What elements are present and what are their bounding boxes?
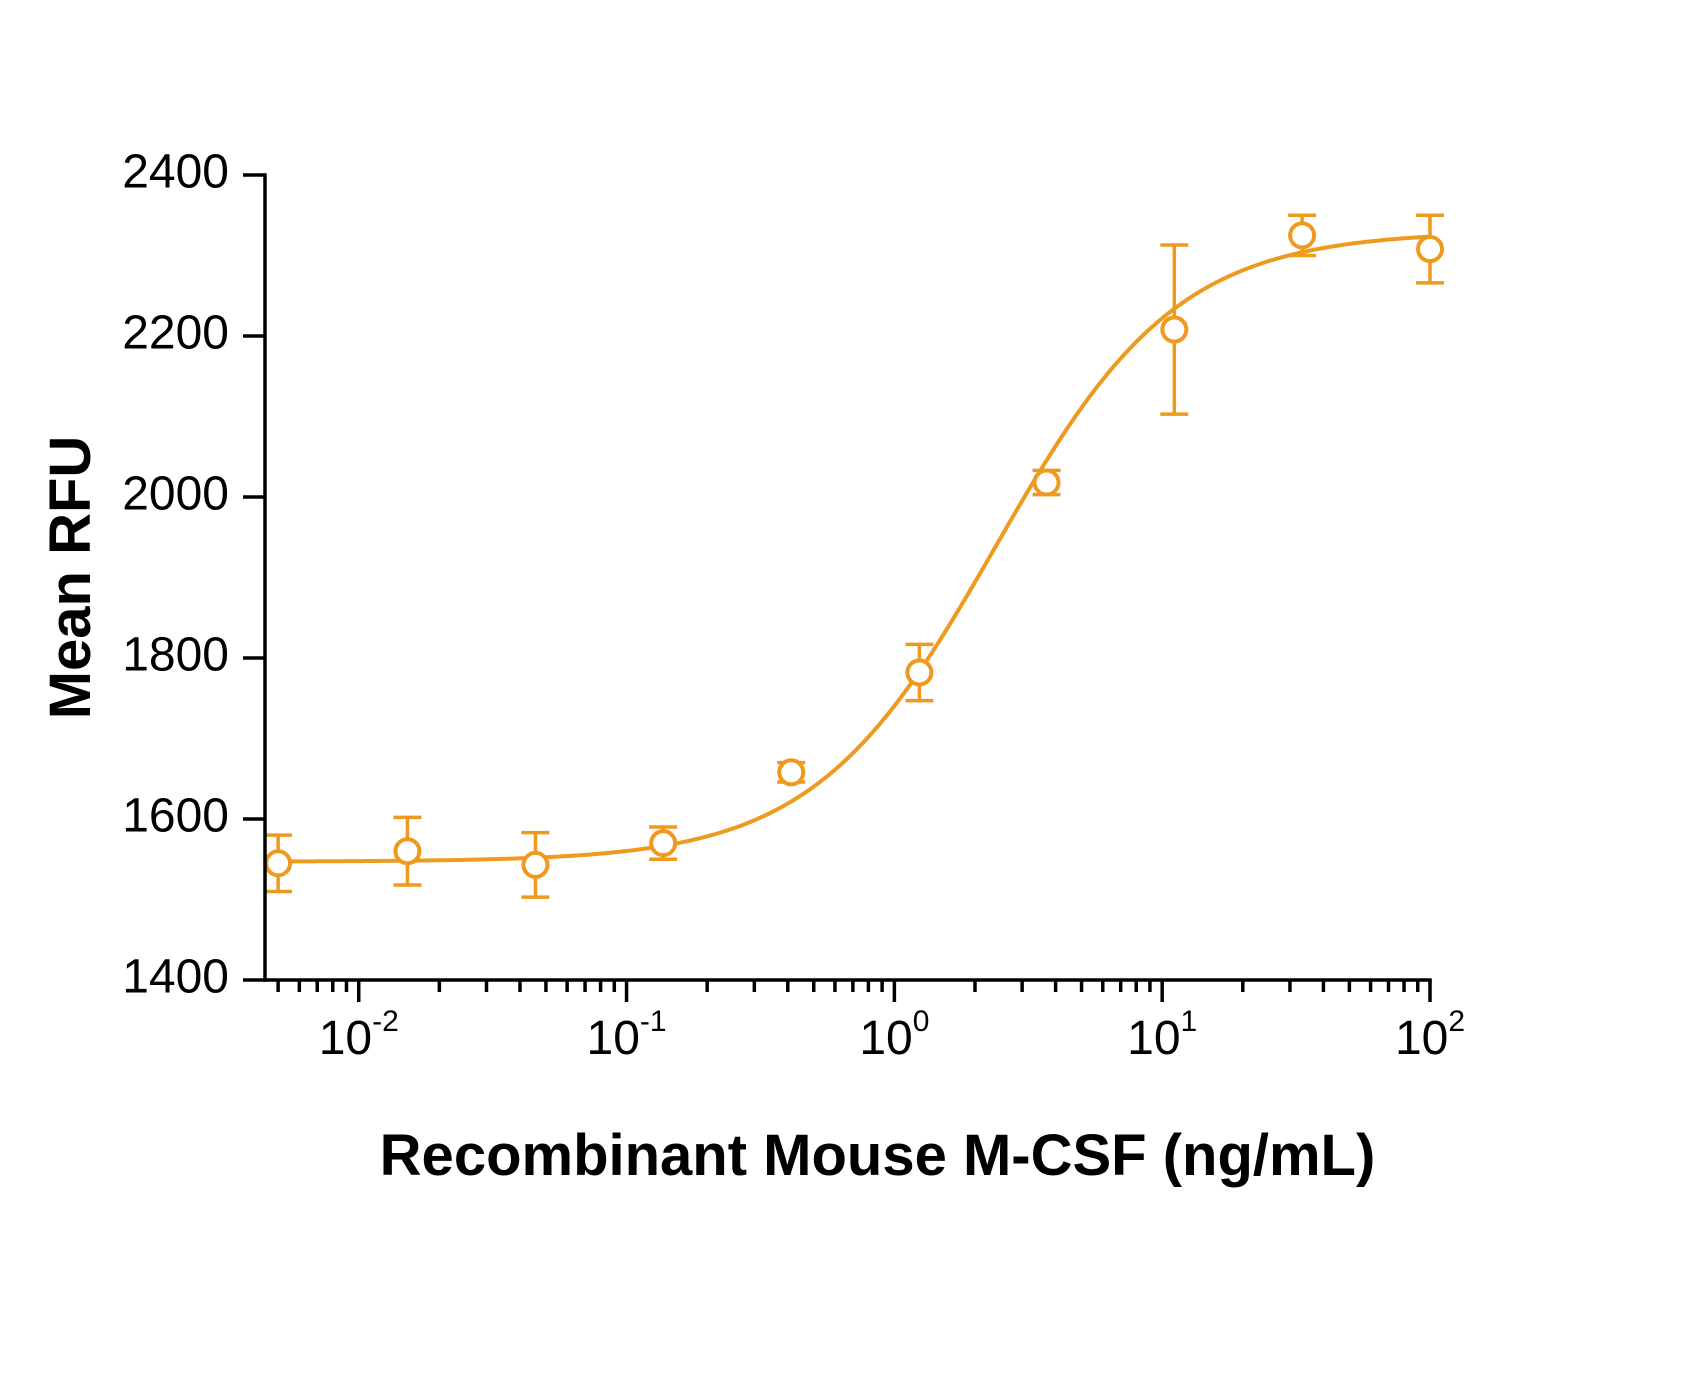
- dose-response-chart: 14001600180020002200240010-210-110010110…: [0, 0, 1698, 1377]
- data-point: [1290, 223, 1314, 247]
- data-point: [651, 831, 675, 855]
- y-tick-label: 1800: [122, 629, 229, 682]
- y-tick-label: 2000: [122, 468, 229, 521]
- y-tick-label: 1400: [122, 951, 229, 1004]
- data-point: [779, 760, 803, 784]
- y-tick-label: 2200: [122, 307, 229, 360]
- data-point: [1162, 318, 1186, 342]
- data-point: [266, 851, 290, 875]
- x-axis-label: Recombinant Mouse M-CSF (ng/mL): [380, 1123, 1376, 1188]
- data-point: [1418, 237, 1442, 261]
- data-point: [1035, 471, 1059, 495]
- y-axis-label: Mean RFU: [38, 436, 103, 720]
- data-point: [395, 839, 419, 863]
- chart-svg: 14001600180020002200240010-210-110010110…: [0, 0, 1698, 1377]
- data-point: [523, 853, 547, 877]
- y-tick-label: 2400: [122, 146, 229, 199]
- data-point: [907, 660, 931, 684]
- y-tick-label: 1600: [122, 790, 229, 843]
